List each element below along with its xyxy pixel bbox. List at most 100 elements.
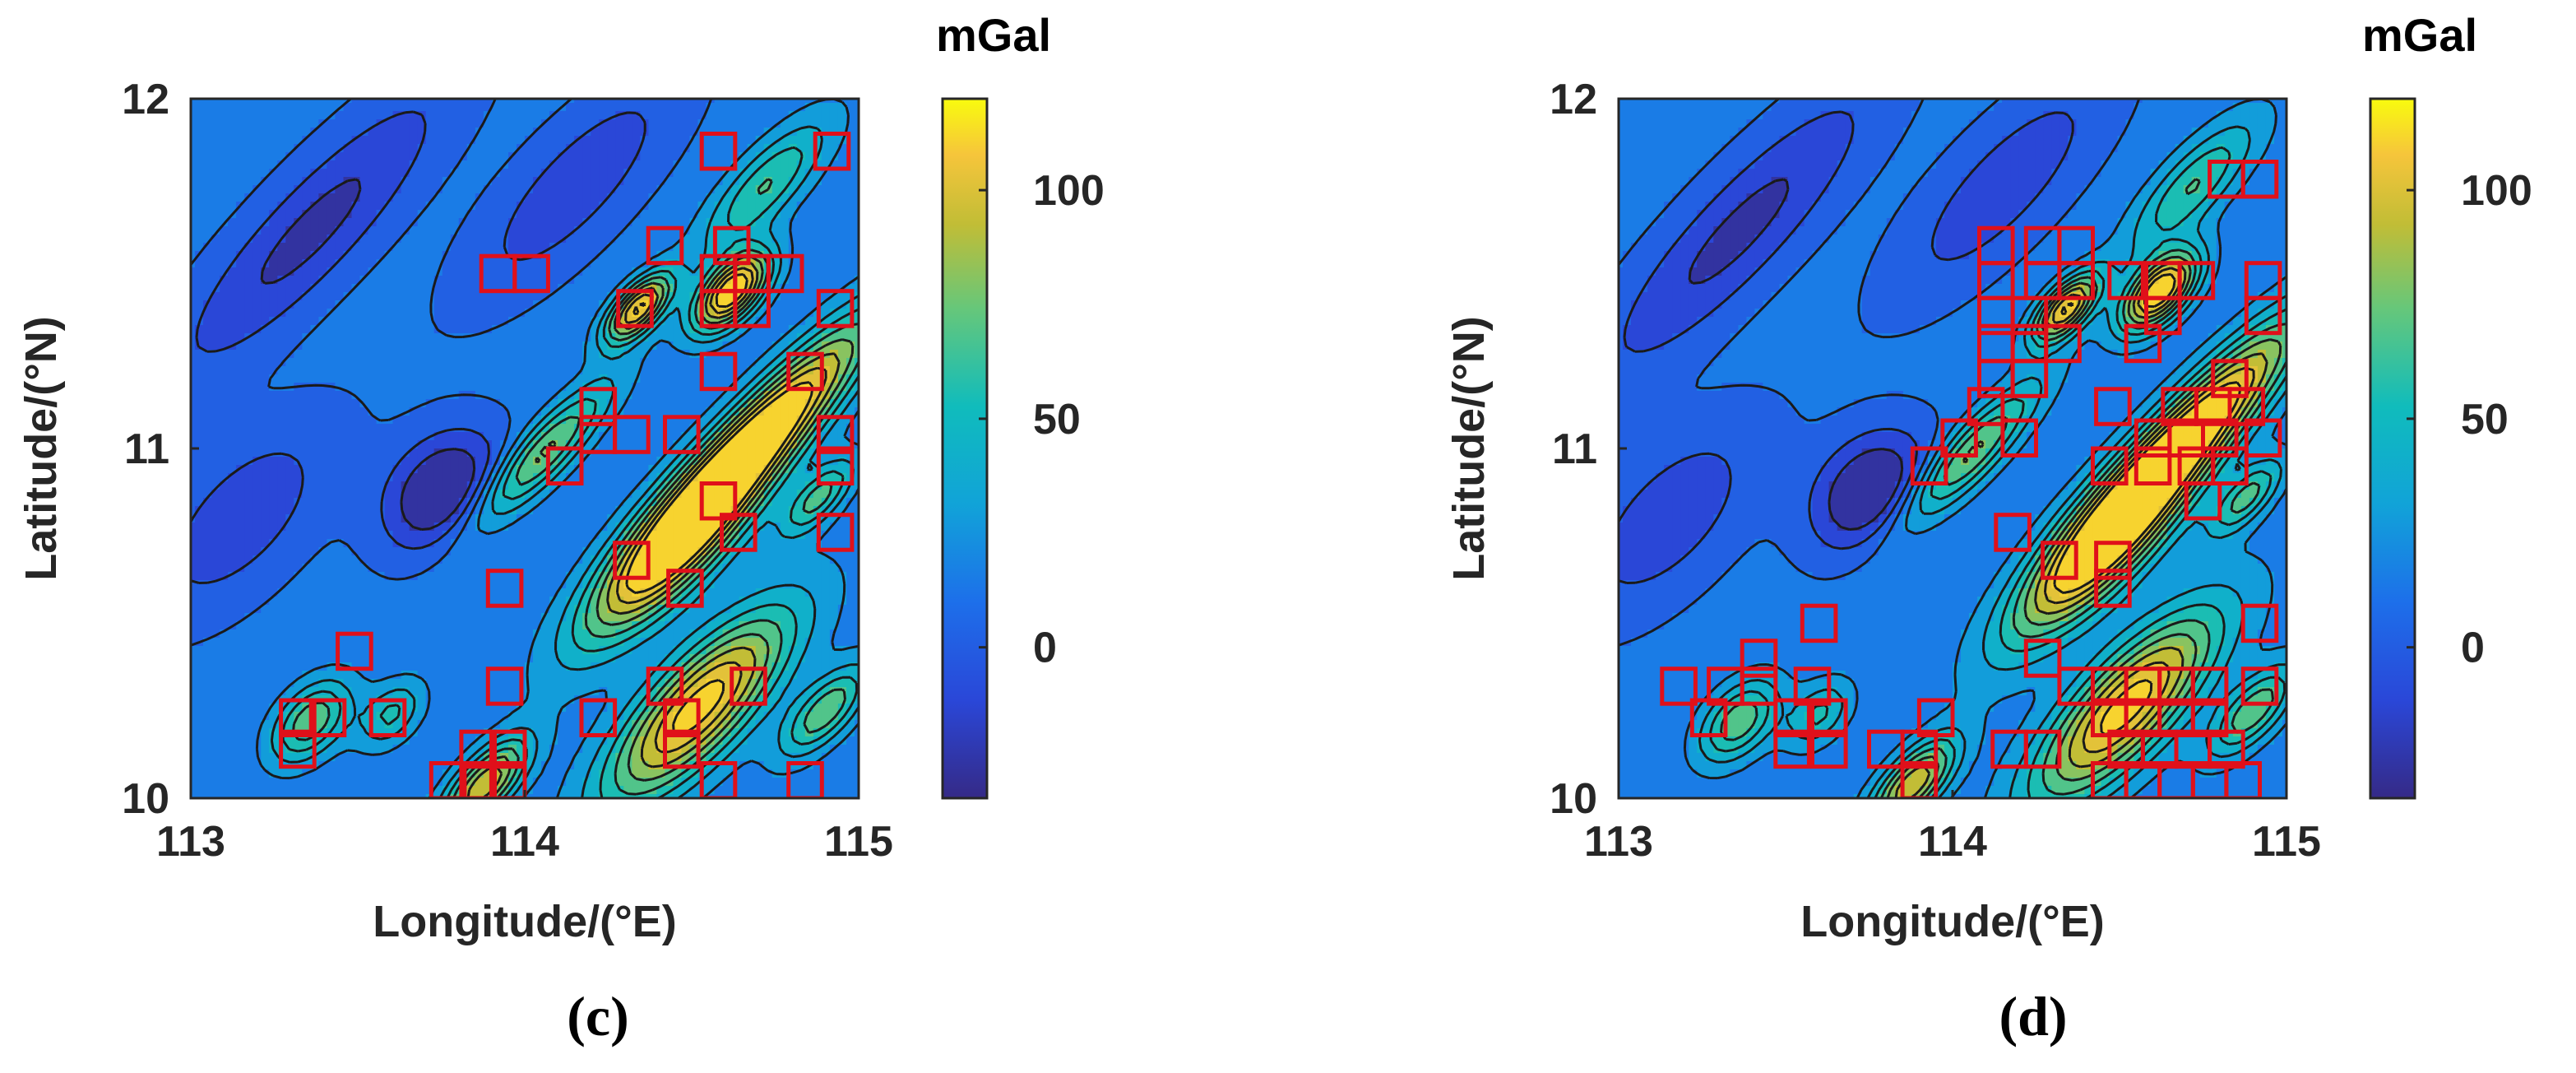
highlight-cell <box>1900 761 1939 798</box>
highlight-cell <box>2091 446 2129 485</box>
highlight-cell <box>2010 359 2049 398</box>
panel-c: 113 114 115 10 11 12 Longitude/(°E) Latitude/(°… <box>16 9 1105 1047</box>
x-axis-label: Longitude/(°E) <box>1800 897 2105 946</box>
highlight-cell <box>663 415 701 454</box>
highlight-cell <box>613 541 651 580</box>
colorbar-unit-label: mGal <box>2362 9 2477 61</box>
highlight-cell <box>2094 569 2132 608</box>
highlight-cell <box>2000 418 2038 458</box>
highlight-cell <box>616 289 654 328</box>
highlight-cell <box>459 729 498 769</box>
x-axis-label: Longitude/(°E) <box>373 897 677 946</box>
y-axis-label: Latitude/(°N) <box>1444 316 1494 581</box>
highlight-cell <box>279 698 317 737</box>
panel-label: (c) <box>567 985 628 1047</box>
highlight-cell <box>1740 639 1778 678</box>
highlight-cell <box>2134 446 2172 485</box>
y-tick-label: 12 <box>1550 76 1597 123</box>
highlight-cell <box>1910 446 1948 485</box>
colorbar-tick-label: 50 <box>2461 396 2509 444</box>
contour-line <box>191 110 646 584</box>
highlight-cell <box>816 415 855 454</box>
highlight-cell <box>666 569 704 608</box>
highlight-cell <box>1810 729 1848 769</box>
highlight-cell <box>2094 541 2132 580</box>
colorbar-tick-label: 0 <box>1033 625 1057 672</box>
highlight-cell <box>2211 446 2249 485</box>
highlight-cell <box>1660 667 1698 706</box>
highlight-cells <box>279 132 855 798</box>
colorbar <box>2370 99 2415 798</box>
highlight-cell <box>1900 729 1939 769</box>
highlight-cell <box>1967 387 2005 426</box>
x-tick-label: 114 <box>1918 818 1987 866</box>
highlight-cell <box>2057 261 2095 300</box>
y-tick-label: 10 <box>122 775 169 823</box>
contour-line <box>1709 146 2286 798</box>
x-tick-label: 114 <box>490 818 559 866</box>
highlight-cell <box>2124 323 2162 364</box>
panel-label: (d) <box>1999 985 2067 1047</box>
contour-line <box>1688 178 1904 531</box>
highlight-cell <box>2190 667 2229 706</box>
contour-line <box>1619 99 2141 647</box>
highlight-cell <box>663 729 701 769</box>
highlight-cell <box>699 132 738 171</box>
highlight-cell <box>579 387 618 426</box>
y-tick-label: 12 <box>122 76 169 123</box>
contour-line <box>625 272 814 736</box>
highlight-cell <box>368 698 407 737</box>
highlight-cell <box>2240 667 2279 706</box>
highlight-cell <box>2044 323 2082 364</box>
highlight-cell <box>766 253 804 294</box>
highlight-cell <box>813 132 851 171</box>
highlight-cell <box>512 253 550 294</box>
colorbar-unit-label: mGal <box>936 9 1051 61</box>
highlight-cell <box>2244 418 2282 458</box>
highlight-cell <box>2224 761 2262 798</box>
highlight-cell <box>485 667 524 706</box>
highlight-cell <box>1740 667 1778 706</box>
highlight-cell <box>579 698 618 737</box>
highlight-cell <box>279 729 317 769</box>
x-tick-label: 113 <box>156 818 225 866</box>
y-tick-label: 11 <box>124 425 169 473</box>
highlight-cell <box>2144 295 2182 336</box>
highlight-cell <box>699 351 738 392</box>
highlight-cell <box>2201 418 2239 458</box>
highlight-cell <box>816 446 855 485</box>
highlight-cell <box>786 761 824 798</box>
highlight-cell <box>485 569 524 608</box>
highlight-cell <box>1810 698 1848 737</box>
highlight-cell <box>2177 261 2216 300</box>
highlight-cell <box>699 761 738 798</box>
colorbar <box>943 99 987 798</box>
highlight-cell <box>2107 261 2145 300</box>
highlight-cell <box>1773 729 1811 769</box>
highlight-cell <box>545 446 584 485</box>
x-tick-label: 115 <box>824 818 893 866</box>
highlight-cell <box>1994 513 2032 552</box>
highlight-cell <box>2010 295 2049 336</box>
highlight-cell <box>816 513 855 552</box>
colorbar-tick-label: 100 <box>1033 167 1105 215</box>
contour-lines <box>1619 99 2286 798</box>
highlight-cell <box>613 415 651 454</box>
highlight-cell <box>1800 603 1838 643</box>
colorbar-tick-label: 50 <box>1033 396 1081 444</box>
highlight-cell <box>489 729 527 769</box>
contour-line <box>191 99 713 647</box>
highlight-cell <box>1773 698 1811 737</box>
highlight-cell <box>712 225 751 266</box>
highlight-cell <box>1940 418 1978 458</box>
highlight-cell <box>2094 387 2132 426</box>
highlight-cell <box>459 761 498 798</box>
x-tick-label: 115 <box>2252 818 2321 866</box>
highlight-cell <box>733 289 771 328</box>
highlight-cell <box>2240 160 2279 199</box>
highlight-cell <box>699 481 738 521</box>
highlight-cell <box>730 667 767 706</box>
y-tick-label: 11 <box>1552 425 1597 473</box>
colorbar-frame <box>2369 97 2416 800</box>
highlight-cell <box>2023 639 2062 678</box>
